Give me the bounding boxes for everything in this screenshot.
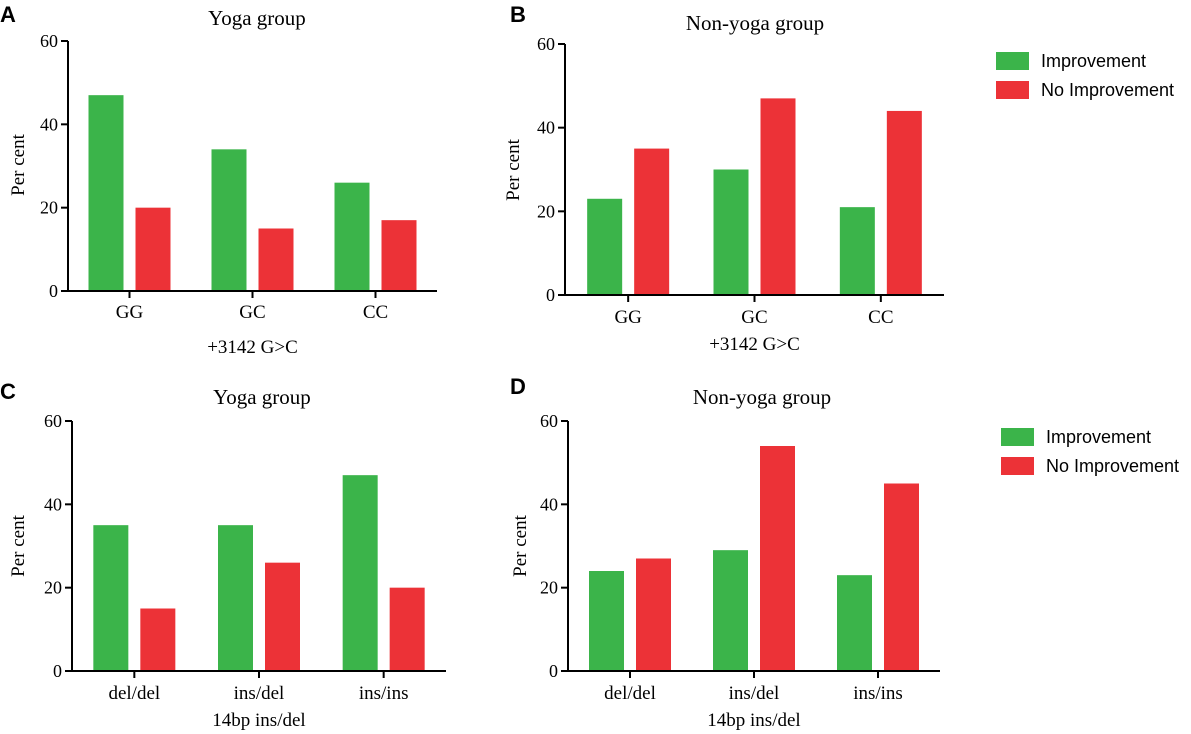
- bar-no-improvement-ins-del: [760, 446, 795, 671]
- x-axis-title: 14bp ins/del: [707, 710, 800, 731]
- bar-no-improvement-cc: [381, 220, 417, 291]
- y-tick-label: 0: [546, 285, 555, 305]
- bar-no-improvement-gc: [258, 228, 294, 291]
- chart-title: Yoga group: [208, 6, 306, 30]
- x-tick-label: ins/del: [729, 683, 780, 704]
- y-axis-title: Per cent: [8, 514, 29, 576]
- y-axis-title: Per cent: [8, 133, 29, 195]
- chart-panel-d: D Non-yoga group del/del ins/del ins/ins 0 20 4…: [510, 374, 1179, 731]
- x-tick-label: GC: [239, 302, 265, 323]
- bar-improvement-ins-ins: [342, 475, 378, 671]
- legend-label-improvement: Improvement: [1041, 51, 1146, 71]
- y-tick-label: 40: [540, 494, 558, 514]
- y-tick-label: 20: [537, 201, 555, 221]
- bar-improvement-gc: [713, 169, 749, 295]
- chart-title: Non-yoga group: [686, 11, 824, 35]
- x-tick-label: ins/ins: [853, 683, 903, 704]
- chart-panel-b: B Non-yoga group GG GC CC 0 20 40 60 +3142 G>C Per…: [503, 2, 1174, 355]
- bar-improvement-gg: [587, 198, 623, 295]
- x-tick-label: CC: [868, 307, 893, 328]
- bar-improvement-ins-ins: [837, 575, 872, 671]
- bar-improvement-del-del: [93, 525, 129, 671]
- y-axis-title: Per cent: [510, 514, 531, 576]
- chart-panel-c: C Yoga group del/del ins/del ins/ins 0 20 40 60 1…: [0, 379, 446, 731]
- y-tick-label: 0: [53, 661, 62, 681]
- x-tick-label: ins/ins: [359, 683, 409, 704]
- y-tick-label: 0: [49, 281, 58, 301]
- y-tick-label: 40: [537, 118, 555, 138]
- y-tick-label: 40: [44, 494, 62, 514]
- bar-improvement-gc: [211, 149, 247, 291]
- chart-panel-a: A Yoga group GG GC CC 0 20 40 60 +3142 G>C Per cen…: [0, 2, 437, 358]
- x-tick-label: ins/del: [234, 683, 285, 704]
- y-tick-label: 40: [40, 114, 58, 134]
- bar-improvement-ins-del: [218, 525, 253, 671]
- bar-no-improvement-del-del: [140, 608, 176, 671]
- y-tick-label: 20: [540, 578, 558, 598]
- legend-swatch-improvement: [996, 52, 1029, 70]
- y-tick-label: 60: [40, 31, 58, 51]
- bar-no-improvement-ins-del: [265, 562, 300, 671]
- x-tick-label: del/del: [604, 683, 656, 704]
- y-tick-label: 20: [40, 198, 58, 218]
- x-tick-label: CC: [363, 302, 388, 323]
- chart-title: Non-yoga group: [693, 385, 831, 409]
- legend-swatch-improvement: [1001, 428, 1034, 446]
- x-tick-label: GG: [116, 302, 144, 323]
- bar-no-improvement-gc: [760, 98, 796, 295]
- legend-swatch-no-improvement: [996, 81, 1029, 99]
- panel-letter: D: [510, 374, 526, 399]
- y-tick-label: 60: [44, 411, 62, 431]
- x-axis-title: +3142 G>C: [709, 334, 800, 355]
- y-tick-label: 60: [537, 34, 555, 54]
- bar-improvement-gg: [88, 95, 124, 292]
- y-tick-label: 0: [549, 661, 558, 681]
- panel-letter: B: [510, 2, 526, 27]
- bar-no-improvement-ins-ins: [884, 483, 919, 671]
- x-tick-label: GG: [614, 307, 642, 328]
- legend: Improvement No Improvement: [1001, 427, 1179, 476]
- legend-label-improvement: Improvement: [1046, 427, 1151, 447]
- y-tick-label: 60: [540, 411, 558, 431]
- legend: Improvement No Improvement: [996, 51, 1174, 100]
- legend-label-no-improvement: No Improvement: [1046, 456, 1179, 476]
- x-tick-label: del/del: [108, 683, 160, 704]
- chart-title: Yoga group: [213, 385, 311, 409]
- y-axis-title: Per cent: [503, 138, 524, 200]
- bar-no-improvement-del-del: [636, 558, 671, 671]
- bar-no-improvement-cc: [886, 110, 922, 295]
- bar-improvement-del-del: [589, 571, 624, 671]
- legend-swatch-no-improvement: [1001, 457, 1034, 475]
- x-axis-title: 14bp ins/del: [212, 710, 305, 731]
- legend-label-no-improvement: No Improvement: [1041, 80, 1174, 100]
- bar-improvement-cc: [334, 182, 370, 291]
- y-tick-label: 20: [44, 578, 62, 598]
- bar-no-improvement-gg: [135, 207, 171, 291]
- panel-letter: A: [0, 2, 16, 27]
- bar-improvement-cc: [839, 207, 875, 295]
- x-tick-label: GC: [741, 307, 767, 328]
- bar-no-improvement-ins-ins: [389, 587, 425, 671]
- x-axis-title: +3142 G>C: [207, 337, 298, 358]
- bar-improvement-ins-del: [713, 550, 748, 671]
- bar-no-improvement-gg: [634, 148, 670, 295]
- panel-letter: C: [0, 379, 16, 404]
